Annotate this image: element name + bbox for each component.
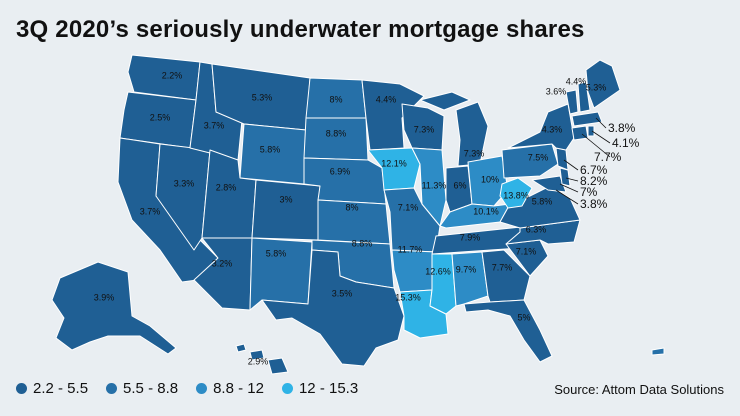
label-KY: 10.1% xyxy=(473,206,499,216)
state-CT xyxy=(571,125,589,141)
legend-item: 5.5 - 8.8 xyxy=(106,380,178,397)
label-WV: 13.8% xyxy=(503,190,529,200)
label-NJ: 6.7% xyxy=(580,163,608,177)
label-PA: 7.5% xyxy=(528,152,549,162)
label-OK: 8.8% xyxy=(352,238,373,248)
state-KY xyxy=(439,203,511,229)
label-NE: 6.9% xyxy=(330,166,351,176)
legend-swatch xyxy=(281,383,293,394)
label-MO: 7.1% xyxy=(398,202,419,212)
state-NH xyxy=(577,81,591,113)
label-CT: 7.7% xyxy=(594,150,622,164)
state-NC xyxy=(505,219,581,245)
state-MD xyxy=(531,175,567,193)
state-CO xyxy=(251,179,321,241)
map-title: 3Q 2020’s seriously underwater mortgage … xyxy=(16,16,585,43)
state-AK xyxy=(51,261,177,355)
label-NC: 6.3% xyxy=(526,224,547,234)
state-RI xyxy=(587,125,595,137)
state-SD xyxy=(303,117,369,161)
label-VA: 5.8% xyxy=(532,196,553,206)
legend-label: 5.5 - 8.8 xyxy=(123,380,179,397)
label-NV: 3.3% xyxy=(174,178,195,188)
state-MS xyxy=(429,253,457,315)
state-TX xyxy=(261,249,405,367)
state-NJ xyxy=(555,147,569,171)
label-WA: 2.2% xyxy=(162,70,183,80)
state-VA xyxy=(499,185,581,229)
map-legend: 2.2 - 5.5 5.5 - 8.8 8.8 - 12 12 - 15.3 xyxy=(16,380,358,397)
label-ID: 3.7% xyxy=(204,120,225,130)
label-HI: 2.9% xyxy=(248,356,269,366)
legend-swatch xyxy=(106,383,118,394)
label-KS: 8% xyxy=(345,202,358,212)
label-NM: 5.8% xyxy=(266,248,287,258)
label-MD: 7% xyxy=(580,185,598,199)
label-OR: 2.5% xyxy=(150,112,171,122)
label-IL: 11.3% xyxy=(422,180,447,190)
label-AK: 3.9% xyxy=(94,292,115,302)
label-WI: 7.3% xyxy=(414,124,435,134)
label-NH: 4.4% xyxy=(566,76,587,86)
state-HI xyxy=(235,343,289,375)
label-MN: 4.4% xyxy=(376,94,397,104)
label-AR: 11.7% xyxy=(398,244,423,254)
legend-label: 2.2 - 5.5 xyxy=(33,380,89,397)
state-VT xyxy=(565,89,579,115)
state-WV xyxy=(499,177,533,209)
label-OH: 10% xyxy=(481,174,499,184)
state-AL xyxy=(451,251,489,307)
label-SC: 7.1% xyxy=(516,246,537,256)
label-MI: 7.3% xyxy=(464,148,485,158)
label-LA: 15.3% xyxy=(395,292,421,302)
legend-item: 2.2 - 5.5 xyxy=(16,380,88,397)
label-SD: 8.8% xyxy=(326,128,347,138)
label-UT: 2.8% xyxy=(216,182,237,192)
label-MS: 12.6% xyxy=(425,266,451,276)
legend-swatch xyxy=(196,383,208,394)
label-FL: 5% xyxy=(517,312,530,322)
legend-item: 8.8 - 12 xyxy=(196,380,264,397)
label-DE: 8.2% xyxy=(580,174,608,188)
label-DC: 3.8% xyxy=(580,197,608,211)
label-IN: 6% xyxy=(453,180,466,190)
legend-item: 12 - 15.3 xyxy=(281,380,359,397)
label-NY: 4.3% xyxy=(542,124,563,134)
legend-label: 12 - 15.3 xyxy=(298,380,359,397)
label-AL: 9.7% xyxy=(456,264,477,274)
label-VT: 3.6% xyxy=(546,86,567,96)
source-credit: Source: Attom Data Solutions xyxy=(554,382,724,397)
state-labels: 2.2% 2.5% 3.7% 3.3% 3.7% 5.3% 5.8% 2.8% … xyxy=(94,70,607,366)
legend-label: 8.8 - 12 xyxy=(213,380,264,397)
legend-swatch xyxy=(16,383,27,394)
label-TN: 7.9% xyxy=(460,232,481,242)
label-GA: 7.7% xyxy=(492,262,513,272)
label-RI: 4.1% xyxy=(612,136,640,150)
label-TX: 3.5% xyxy=(332,288,353,298)
state-FL xyxy=(463,299,553,363)
label-WY: 5.8% xyxy=(260,144,281,154)
label-ME: 5.3% xyxy=(586,82,607,92)
state-MN xyxy=(361,79,425,151)
label-AZ: 3.2% xyxy=(212,258,233,268)
state-DE xyxy=(559,167,571,187)
label-IA: 12.1% xyxy=(381,158,407,168)
state-ME xyxy=(585,59,621,109)
label-CA: 3.7% xyxy=(140,206,161,216)
state-MA xyxy=(571,111,603,127)
label-ND: 8% xyxy=(329,94,342,104)
callout-lines xyxy=(555,117,611,205)
label-CO: 3% xyxy=(279,194,292,204)
island-PR xyxy=(651,347,665,356)
label-MA: 3.8% xyxy=(608,121,636,135)
state-MI-UP xyxy=(419,91,471,111)
label-MT: 5.3% xyxy=(252,92,273,102)
